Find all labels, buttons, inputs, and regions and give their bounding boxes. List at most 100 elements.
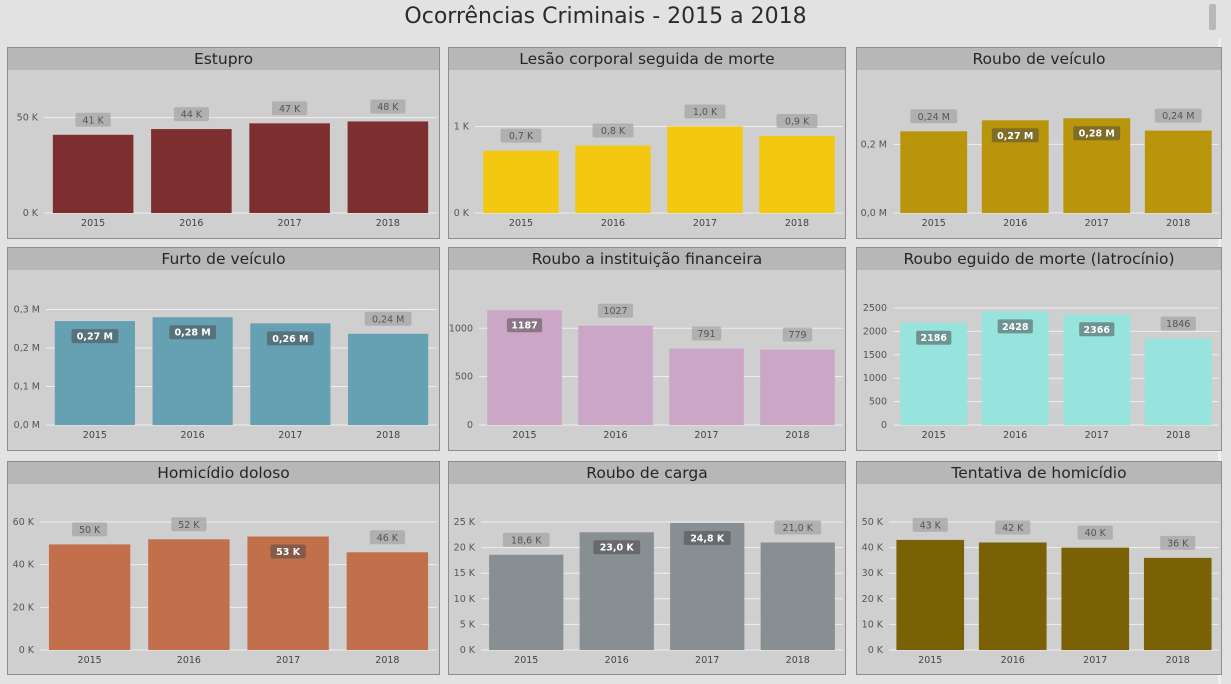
x-tick-label: 2018 bbox=[1166, 655, 1190, 666]
x-tick-label: 2016 bbox=[601, 218, 625, 229]
x-tick-label: 2017 bbox=[276, 655, 300, 666]
bar-chart: 0,0 M 0,2 M 2015 0,24 M 2016 0,27 M 2017 0,28 M… bbox=[861, 108, 1219, 229]
y-tick-label: 0,3 M bbox=[14, 305, 40, 316]
bar-2016[interactable] bbox=[151, 129, 232, 213]
y-tick-label: 20 K bbox=[862, 594, 884, 605]
bar-2016[interactable] bbox=[148, 539, 230, 650]
bar-2017[interactable] bbox=[669, 348, 744, 425]
chart-panel-homicidio-doloso[interactable]: Homicídio doloso 0 K 20 K 40 K 60 K 2015 50 K… bbox=[7, 461, 440, 675]
bar-2018[interactable] bbox=[348, 333, 429, 425]
x-tick-label: 2016 bbox=[605, 655, 629, 666]
y-tick-label: 40 K bbox=[13, 560, 35, 571]
data-label: 2186 bbox=[921, 333, 948, 344]
data-label: 2366 bbox=[1084, 325, 1111, 336]
x-tick-label: 2018 bbox=[376, 430, 400, 441]
data-label-bg bbox=[1154, 108, 1202, 123]
bar-2018[interactable] bbox=[1143, 557, 1212, 650]
x-tick-label: 2015 bbox=[918, 655, 942, 666]
chart-panel-furto-veiculo[interactable]: Furto de veículo 0,0 M 0,1 M 0,2 M 0,3 M 201… bbox=[7, 247, 440, 451]
x-tick-label: 2016 bbox=[177, 655, 201, 666]
y-tick-label: 20 K bbox=[454, 543, 476, 554]
bar-2018[interactable] bbox=[760, 542, 835, 650]
y-tick-label: 10 K bbox=[454, 594, 476, 605]
data-label-bg bbox=[995, 520, 1031, 535]
data-label-bg bbox=[270, 544, 306, 559]
x-tick-label: 2018 bbox=[1166, 218, 1190, 229]
bar-2015[interactable] bbox=[900, 131, 968, 213]
data-label: 42 K bbox=[1002, 523, 1024, 534]
scrollbar-thumb[interactable] bbox=[1209, 4, 1216, 30]
y-tick-label: 0,2 M bbox=[14, 343, 40, 354]
bar-2015[interactable] bbox=[48, 544, 131, 650]
data-label-bg bbox=[369, 530, 405, 545]
y-tick-label: 0,0 M bbox=[861, 208, 887, 219]
chart-panel-lesao-corporal[interactable]: Lesão corporal seguida de morte 0 K 1 K 20… bbox=[448, 47, 846, 239]
data-label: 36 K bbox=[1167, 538, 1189, 549]
bar-2016[interactable] bbox=[978, 542, 1047, 650]
bar-chart: 0 K 50 K 2015 41 K 2016 44 K 2017 47 K 2018 48 K bbox=[17, 99, 437, 229]
y-tick-label: 30 K bbox=[862, 568, 884, 579]
chart-panel-roubo-instituicao[interactable]: Roubo a instituição financeira 0 500 1000 2… bbox=[448, 247, 846, 451]
x-tick-label: 2016 bbox=[179, 218, 203, 229]
bar-2016[interactable] bbox=[578, 325, 653, 425]
data-label: 2428 bbox=[1002, 322, 1029, 333]
chart-panel-roubo-veiculo[interactable]: Roubo de veículo 0,0 M 0,2 M 2015 0,24 M 201… bbox=[856, 47, 1222, 239]
data-label-bg bbox=[364, 311, 412, 326]
y-tick-label: 60 K bbox=[13, 517, 35, 528]
bar-2015[interactable] bbox=[896, 539, 965, 650]
bar-2018[interactable] bbox=[760, 349, 835, 425]
data-label-bg bbox=[597, 303, 634, 318]
y-tick-label: 25 K bbox=[454, 517, 476, 528]
bar-2015[interactable] bbox=[52, 134, 134, 213]
bar-chart: 0 K 1 K 2015 0,7 K 2016 0,8 K 2017 1,0 K 2018 0,9… bbox=[454, 104, 843, 229]
chart-panel-roubo-carga[interactable]: Roubo de carga 0 K 5 K 10 K 15 K 20 K 25 K 201… bbox=[448, 461, 846, 675]
data-label: 0,27 M bbox=[997, 131, 1033, 142]
bar-chart: 0 K 20 K 40 K 60 K 2015 50 K 2016 52 K 2017 53 K 2… bbox=[13, 517, 437, 666]
x-tick-label: 2018 bbox=[1166, 430, 1190, 441]
x-tick-label: 2017 bbox=[278, 218, 302, 229]
chart-title: Roubo de carga bbox=[449, 462, 845, 484]
data-label-bg bbox=[776, 113, 818, 128]
data-label-bg bbox=[500, 128, 542, 143]
data-label: 21,0 K bbox=[783, 523, 814, 534]
data-label: 1846 bbox=[1166, 319, 1190, 330]
x-tick-label: 2015 bbox=[514, 655, 538, 666]
bar-2018[interactable] bbox=[346, 552, 429, 650]
data-label: 0,24 M bbox=[918, 112, 950, 123]
bar-2017[interactable] bbox=[1061, 547, 1130, 650]
data-label-bg bbox=[1073, 126, 1121, 141]
y-tick-label: 10 K bbox=[862, 619, 884, 630]
data-label: 44 K bbox=[181, 110, 203, 121]
data-label: 46 K bbox=[377, 533, 399, 544]
y-tick-label: 500 bbox=[869, 397, 887, 408]
y-tick-label: 0,0 M bbox=[14, 420, 40, 431]
chart-title: Furto de veículo bbox=[8, 248, 439, 270]
chart-panel-latrocinio[interactable]: Roubo eguido de morte (latrocínio) 0 500 1… bbox=[856, 247, 1222, 451]
x-tick-label: 2017 bbox=[278, 430, 302, 441]
x-tick-label: 2018 bbox=[375, 655, 399, 666]
bar-2017[interactable] bbox=[249, 123, 330, 213]
data-label-bg bbox=[1160, 535, 1196, 550]
data-label-bg bbox=[169, 325, 217, 340]
bar-2018[interactable] bbox=[347, 121, 429, 213]
data-label: 1187 bbox=[511, 321, 537, 332]
bar-2016[interactable] bbox=[575, 145, 651, 213]
bar-2018[interactable] bbox=[1144, 338, 1212, 425]
y-tick-label: 500 bbox=[455, 372, 473, 383]
bar-2018[interactable] bbox=[759, 135, 835, 213]
bar-2018[interactable] bbox=[1144, 130, 1212, 213]
y-tick-label: 1000 bbox=[863, 373, 887, 384]
y-tick-label: 20 K bbox=[13, 602, 35, 613]
bar-2015[interactable] bbox=[483, 150, 559, 213]
bar-chart: 0 500 1000 1500 2000 2500 2015 2186 2016 2428 2017… bbox=[863, 303, 1219, 441]
data-label-bg bbox=[593, 540, 641, 555]
data-label-bg bbox=[75, 112, 111, 127]
bar-2017[interactable] bbox=[667, 126, 743, 213]
chart-panel-estupro[interactable]: Estupro 0 K 50 K 2015 41 K 2016 44 K 2017 47 K 2… bbox=[7, 47, 440, 239]
chart-panel-tentativa-homicidio[interactable]: Tentativa de homicídio 0 K 10 K 20 K 30 K 40… bbox=[856, 461, 1222, 675]
data-label-bg bbox=[173, 107, 209, 122]
bar-2015[interactable] bbox=[489, 554, 564, 650]
data-label: 40 K bbox=[1085, 528, 1107, 539]
y-tick-label: 50 K bbox=[862, 517, 884, 528]
data-label-bg bbox=[997, 319, 1033, 334]
